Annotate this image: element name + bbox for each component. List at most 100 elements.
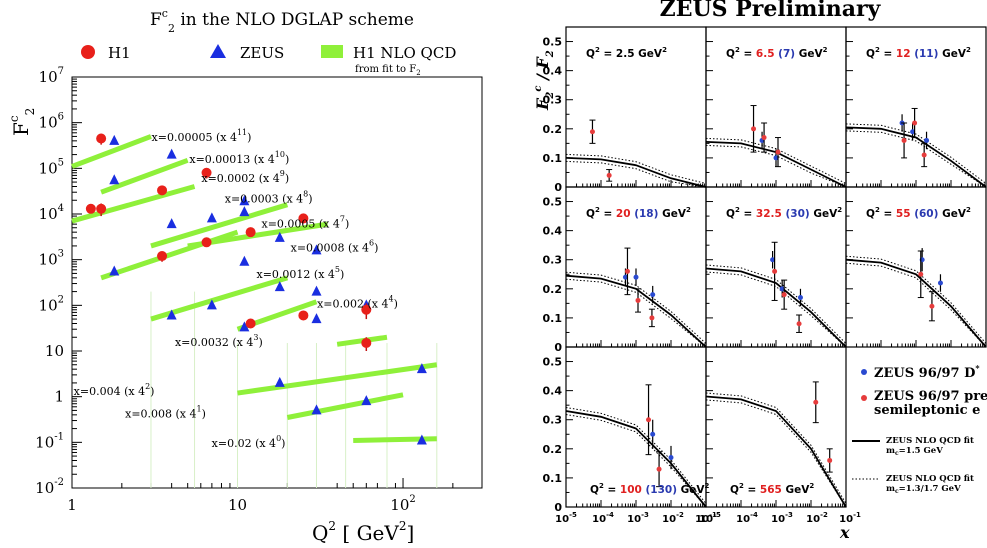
text-part: 0.5 <box>543 36 563 49</box>
text-part: 2 <box>686 206 691 214</box>
y-tick-label: 102 <box>39 294 64 314</box>
x-tick-label: 10-3 <box>771 511 793 525</box>
panel-q2-label: Q2 = 55 (60) GeV2 <box>866 206 971 220</box>
text-part: x=0.0008 (x 4 <box>291 242 369 255</box>
text-part: (18) <box>631 208 659 220</box>
text-part: 10 <box>662 514 676 525</box>
legend-semilep-marker <box>861 395 867 401</box>
semileptonic-point <box>751 126 757 132</box>
text-part: 10 <box>35 479 54 497</box>
text-part: 10 <box>45 342 64 360</box>
text-part: 10 <box>39 68 58 86</box>
text-part: x=0.008 (x 4 <box>125 407 196 420</box>
text-part: GeV <box>795 48 823 60</box>
text-part: 55 <box>896 208 911 220</box>
text-part: -1 <box>54 431 64 442</box>
zeus-point <box>274 231 285 242</box>
text-part: -2 <box>676 511 684 519</box>
left-ylabel: Fc2 <box>7 108 37 136</box>
zeus-point <box>361 395 372 406</box>
text-part: 10 <box>39 251 58 269</box>
legend-zeus-marker <box>210 44 226 58</box>
y-tick-label: 0 <box>554 501 562 514</box>
bin-label: x=0.0005 (x 47) <box>261 215 349 231</box>
text-part: ) <box>308 192 312 205</box>
fit-curve-dotted <box>845 255 987 344</box>
legend-h1-marker <box>81 45 95 59</box>
h1-point <box>361 304 372 315</box>
text-part: 3 <box>253 333 258 342</box>
h1-point <box>201 237 212 248</box>
text-part: -2 <box>54 477 64 488</box>
zeus-dstar-point <box>924 137 930 143</box>
text-part: 7 <box>58 66 64 77</box>
zeus-dstar-point <box>779 286 785 292</box>
h1-point <box>157 185 168 196</box>
text-part: 0.2 <box>543 443 563 456</box>
text-part: 10 <box>39 159 58 177</box>
fit-curve-dotted <box>565 160 707 188</box>
text-part: 10 <box>806 514 820 525</box>
bin-label: x=0.004 (x 42) <box>74 382 155 398</box>
text-part: 10 <box>275 150 285 159</box>
text-part: 6 <box>369 239 374 248</box>
y-tick-label: 0.5 <box>543 356 563 369</box>
text-part: x=0.0002 (x 4 <box>201 172 279 185</box>
text-part: 0.1 <box>543 312 563 325</box>
text-part: c <box>895 450 899 457</box>
text-part: 20 <box>616 208 631 220</box>
panel-q2-label: Q2 = 100 (130) GeV2 <box>590 482 710 496</box>
text-part: H1 NLO QCD <box>353 44 456 62</box>
bin-label: x=0.0002 (x 49) <box>201 169 289 185</box>
text-part: 100 <box>620 484 642 496</box>
legend-semilep-label2: semileptonic e <box>874 403 980 418</box>
text-part: = <box>604 484 620 496</box>
text-part: 0.2 <box>543 283 563 296</box>
semileptonic-point <box>772 268 778 274</box>
text-part: ) <box>150 385 154 398</box>
text-part: 0.1 <box>543 152 563 165</box>
panel-q2-label: Q2 = 565 GeV2 <box>730 482 814 496</box>
text-part: -1 <box>853 511 861 519</box>
x-tick-label: 10-3 <box>627 511 649 525</box>
y-tick-label: 103 <box>39 249 64 269</box>
left-plot-frame <box>71 76 483 489</box>
text-part: [ GeV <box>342 521 399 545</box>
semileptonic-point <box>646 417 652 423</box>
x-tick-label: 10-4 <box>736 511 758 525</box>
text-part: GeV <box>782 484 810 496</box>
text-part: F <box>9 122 33 136</box>
zeus-dstar-point <box>797 295 803 301</box>
semileptonic-point <box>775 149 781 155</box>
text-part: Q <box>726 48 735 60</box>
zeus-dstar-point <box>910 129 916 135</box>
text-part: = <box>880 208 896 220</box>
text-part: from fit to F <box>355 64 416 75</box>
text-part: 10 <box>228 496 247 514</box>
text-part: 9 <box>280 169 285 178</box>
zeus-point <box>311 285 322 296</box>
fit-curve-solid <box>845 126 987 188</box>
qcd-band <box>71 134 152 169</box>
zeus-point <box>206 212 217 223</box>
text-part: Q <box>586 208 595 220</box>
legend-zeus-label: ZEUS <box>240 44 284 62</box>
bin-label: x=0.008 (x 41) <box>125 404 206 420</box>
text-part: 0.3 <box>543 414 563 427</box>
y-tick-label: 107 <box>39 66 64 86</box>
fit-curve-dotted <box>565 153 707 184</box>
text-part: 10 <box>736 514 750 525</box>
x-tick-label: 102 <box>390 494 415 514</box>
x-tick-label: 10-5 <box>555 511 577 525</box>
zeus-point <box>109 265 120 276</box>
y-tick-label: 0.4 <box>543 65 563 78</box>
legend-dstar-marker <box>861 369 867 375</box>
text-part: 2 <box>735 206 740 214</box>
text-part: (11) <box>911 48 939 60</box>
left-legend: H1 ZEUS H1 NLO QCD from fit to F2 <box>81 44 456 77</box>
text-part: 0.4 <box>543 385 563 398</box>
text-part: x=0.00005 (x 4 <box>152 131 237 144</box>
text-part: 3 <box>58 249 64 260</box>
